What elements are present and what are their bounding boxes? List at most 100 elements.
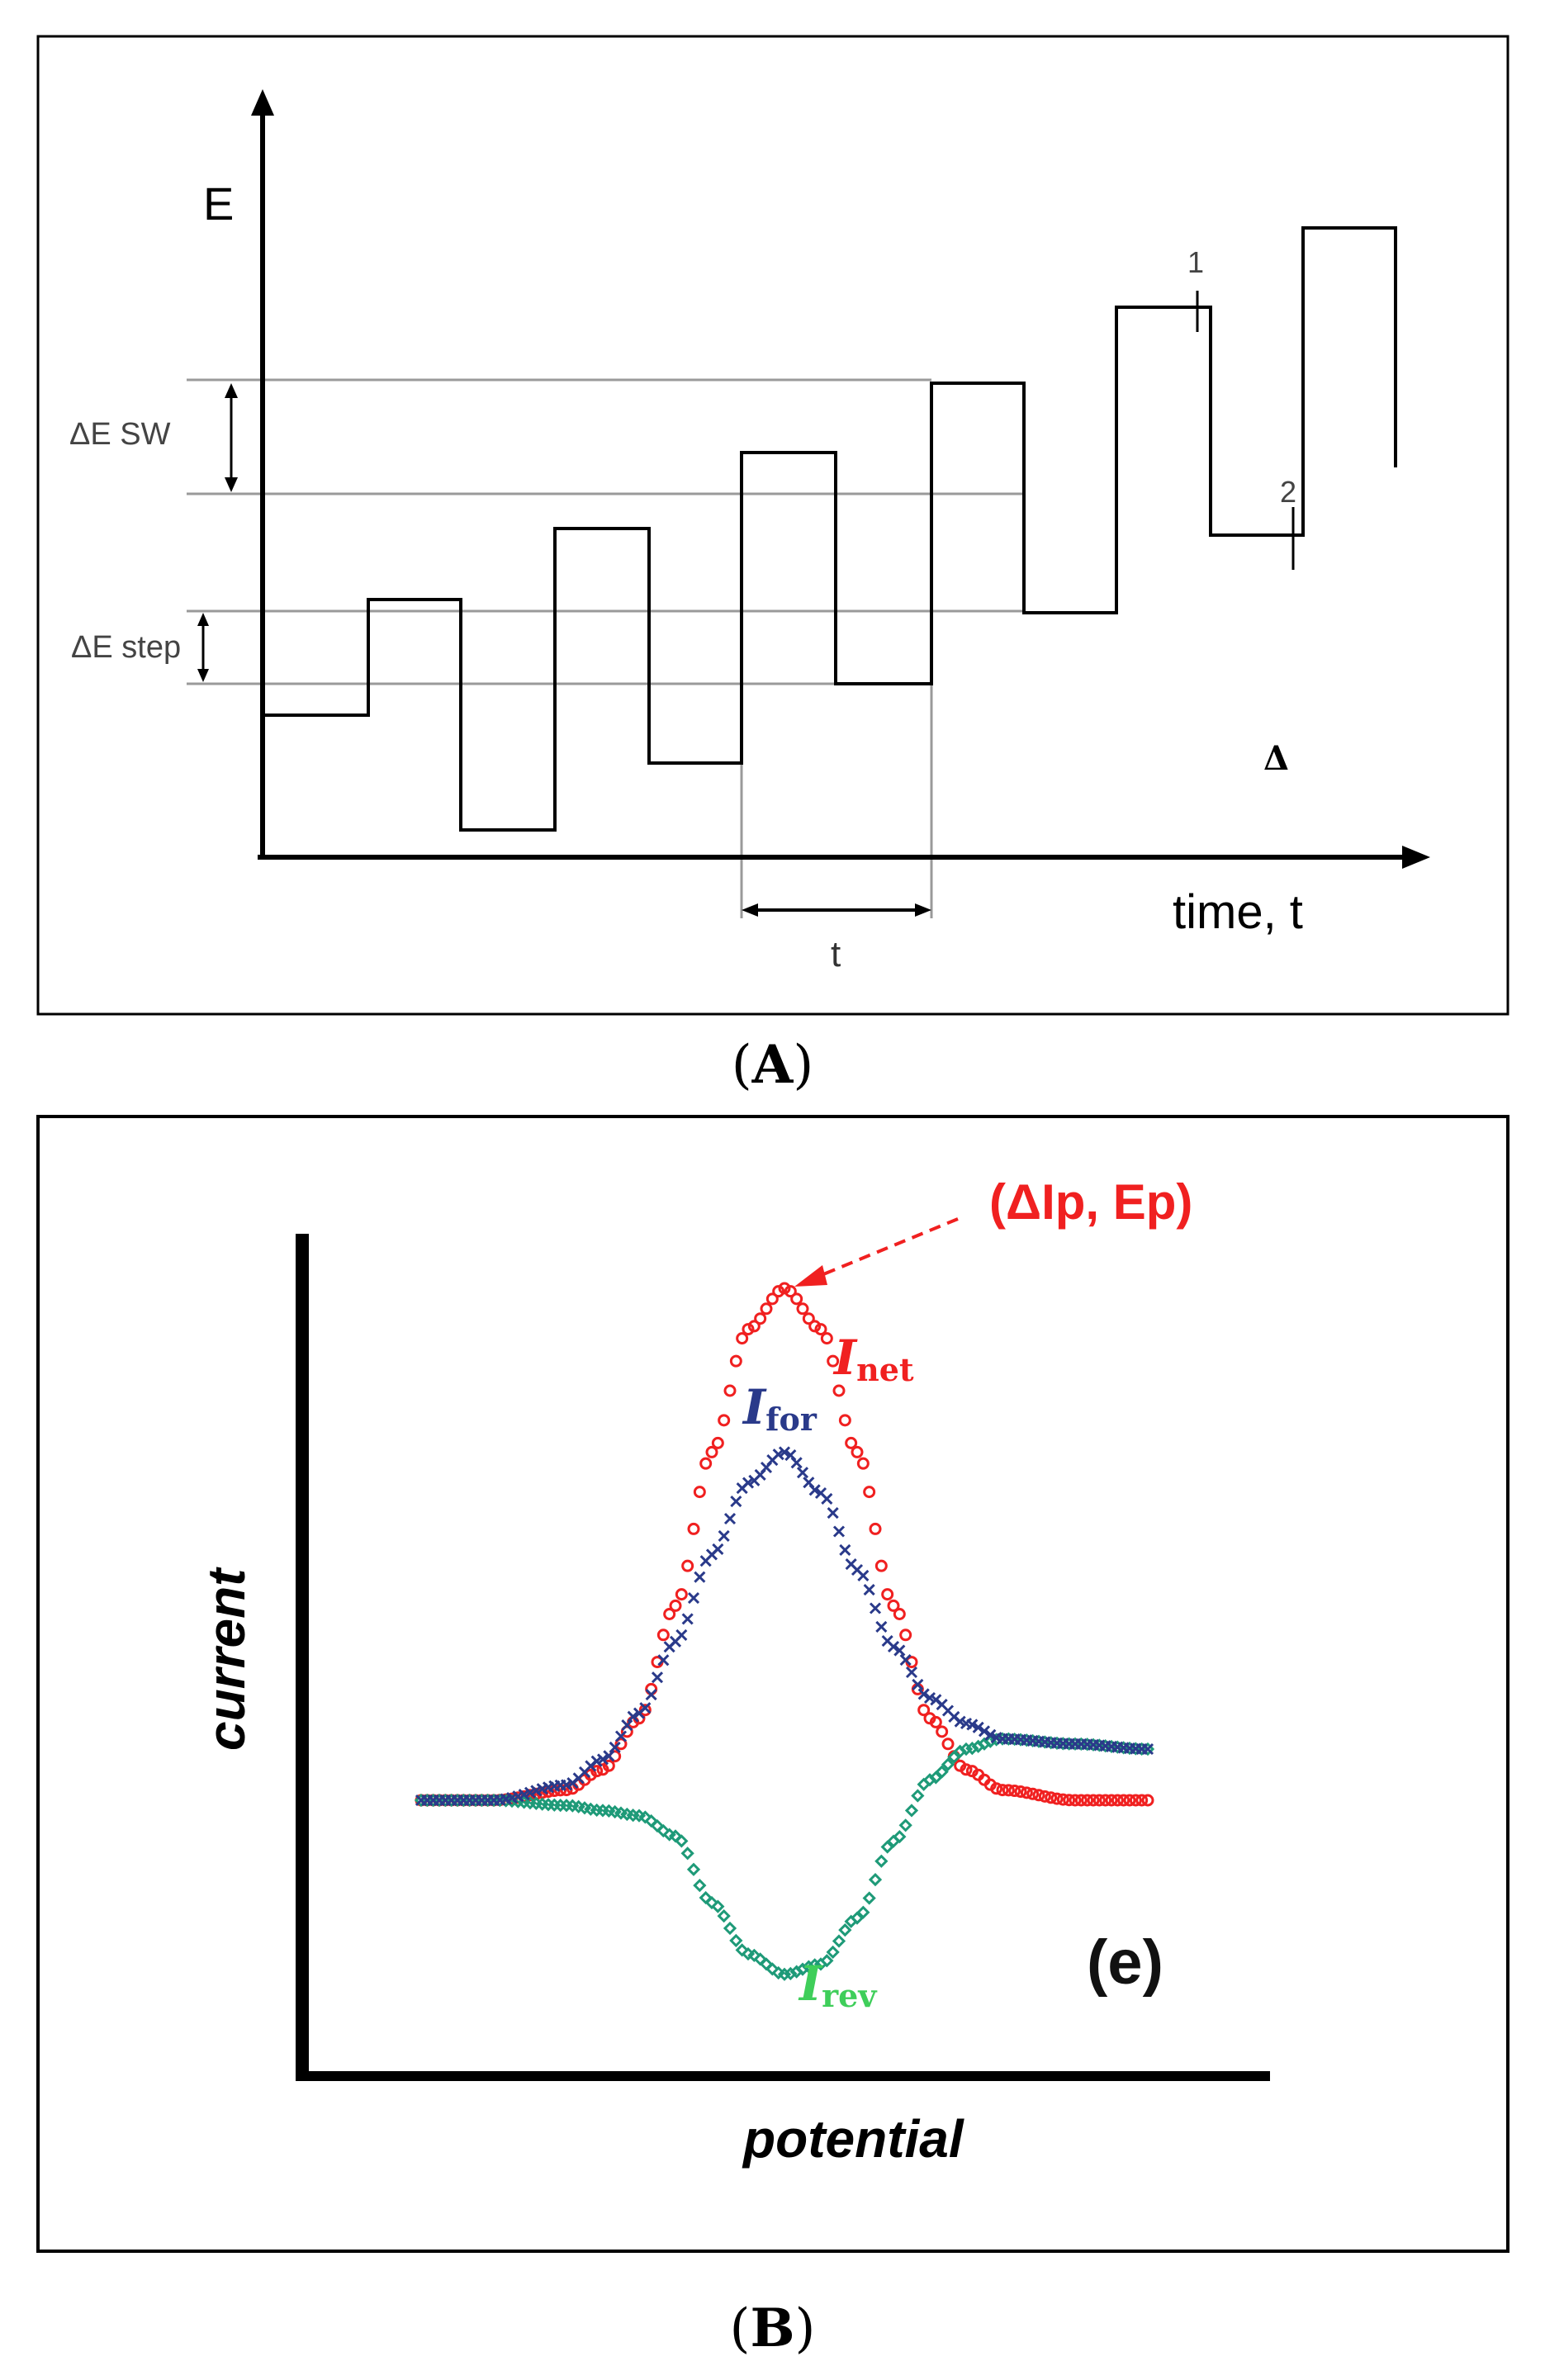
caption-b: (B) <box>729 2297 816 2359</box>
i-rev-marker <box>929 1771 943 1785</box>
marker-2-label: 2 <box>1280 475 1296 509</box>
i-net-marker <box>1111 1794 1124 1807</box>
i-net-marker <box>941 1738 955 1751</box>
i-rev-marker <box>784 1966 798 1981</box>
i-for-marker <box>712 1543 724 1556</box>
i-rev-label-main: I <box>798 1956 823 2012</box>
i-for-marker <box>603 1750 615 1762</box>
i-rev-marker <box>941 1757 955 1771</box>
i-net-marker <box>778 1282 791 1295</box>
marker-1-label: 1 <box>1187 245 1204 279</box>
i-rev-marker <box>686 1862 701 1876</box>
i-net-marker <box>754 1312 767 1325</box>
i-for-marker <box>917 1688 930 1700</box>
i-for-marker <box>627 1710 639 1723</box>
i-for-marker <box>639 1702 652 1714</box>
i-net-marker <box>675 1588 688 1601</box>
panel-b: (ΔIp, Ep) Inet Ifor Irev (e) current pot… <box>36 1115 1509 2253</box>
i-net-marker <box>1117 1794 1130 1807</box>
i-net-marker <box>1032 1789 1045 1802</box>
i-net-marker <box>1045 1791 1058 1804</box>
i-rev-marker <box>911 1789 925 1803</box>
i-net-marker <box>1081 1794 1094 1807</box>
i-for-marker <box>863 1584 875 1596</box>
peak-label: (ΔIp, Ep) <box>989 1174 1192 1230</box>
i-net-marker <box>1056 1793 1069 1806</box>
i-net-marker <box>1141 1794 1154 1807</box>
i-for-marker <box>869 1602 882 1614</box>
i-net-marker <box>1063 1794 1076 1807</box>
i-for-marker <box>718 1529 730 1542</box>
i-net-marker <box>718 1414 731 1427</box>
period-arrowhead-left <box>742 903 758 917</box>
i-net-marker <box>729 1354 742 1368</box>
i-for-marker <box>675 1629 688 1642</box>
i-net-marker <box>736 1332 749 1345</box>
i-net-marker <box>1002 1784 1015 1797</box>
i-rev-marker <box>765 1962 780 1976</box>
i-net-marker <box>845 1436 858 1449</box>
i-net-marker <box>693 1486 706 1499</box>
i-rev-marker <box>680 1847 694 1861</box>
i-for-marker <box>839 1543 851 1556</box>
i-rev-marker <box>693 1878 707 1893</box>
i-rev-marker <box>704 1895 719 1910</box>
i-net-marker <box>1074 1794 1088 1807</box>
i-net-marker <box>796 1302 809 1316</box>
delta-e-step-label: ΔE step <box>71 630 181 665</box>
i-rev-marker <box>856 1905 870 1919</box>
i-for-marker <box>723 1512 737 1525</box>
i-net-marker <box>1050 1792 1064 1805</box>
corner-delta-symbol: Δ <box>1263 739 1289 778</box>
i-rev-marker <box>893 1829 907 1844</box>
i-net-marker <box>602 1759 615 1772</box>
i-net-marker <box>869 1522 882 1535</box>
i-for-marker <box>614 1730 628 1742</box>
i-net-label: Inet <box>832 1330 914 1388</box>
i-rev-marker <box>723 1921 737 1936</box>
i-for-marker <box>651 1671 664 1684</box>
delta-e-step-arrowhead-top <box>197 613 209 626</box>
i-for-marker <box>808 1484 821 1496</box>
i-for-marker <box>912 1678 924 1690</box>
y-axis-a-arrowhead <box>251 89 274 116</box>
panel-b-frame <box>36 1115 1509 2253</box>
y-axis-b-label: current <box>197 1567 256 1751</box>
i-net-label-sub: net <box>856 1351 914 1388</box>
i-net-marker <box>1123 1794 1136 1807</box>
i-for-marker <box>978 1725 991 1738</box>
i-for-marker <box>681 1613 694 1625</box>
i-for-marker <box>832 1525 846 1538</box>
i-for-marker <box>790 1457 803 1469</box>
i-for-marker <box>887 1640 900 1653</box>
i-net-marker <box>808 1320 822 1333</box>
i-net-marker <box>1014 1785 1027 1799</box>
i-for-marker <box>694 1571 706 1583</box>
i-rev-marker <box>838 1922 852 1937</box>
i-net-marker <box>1038 1790 1051 1803</box>
i-net-marker <box>742 1323 755 1336</box>
i-net-marker <box>1087 1794 1100 1807</box>
x-axis-a-label: time, t <box>1173 885 1303 939</box>
i-rev-marker <box>868 1872 883 1887</box>
i-rev-marker <box>820 1954 834 1968</box>
i-net-marker <box>772 1285 785 1298</box>
i-net-marker <box>814 1323 827 1336</box>
i-for-marker <box>972 1721 984 1733</box>
i-net-marker <box>711 1436 724 1449</box>
i-net-marker <box>851 1445 864 1458</box>
i-net-marker <box>638 1704 652 1717</box>
i-net-marker <box>1026 1787 1040 1800</box>
i-rev-marker <box>832 1934 846 1948</box>
i-rev-label: Irev <box>798 1956 878 2014</box>
i-rev-marker <box>826 1945 840 1960</box>
x-axis-a-arrowhead <box>1402 846 1430 869</box>
i-net-marker <box>802 1312 815 1325</box>
i-for-marker <box>645 1689 657 1701</box>
i-net-marker <box>827 1354 840 1368</box>
caption-b-letter: B <box>750 2297 795 2359</box>
i-net-marker <box>614 1738 628 1751</box>
i-net-marker <box>1008 1785 1021 1798</box>
i-rev-marker <box>802 1960 816 1974</box>
